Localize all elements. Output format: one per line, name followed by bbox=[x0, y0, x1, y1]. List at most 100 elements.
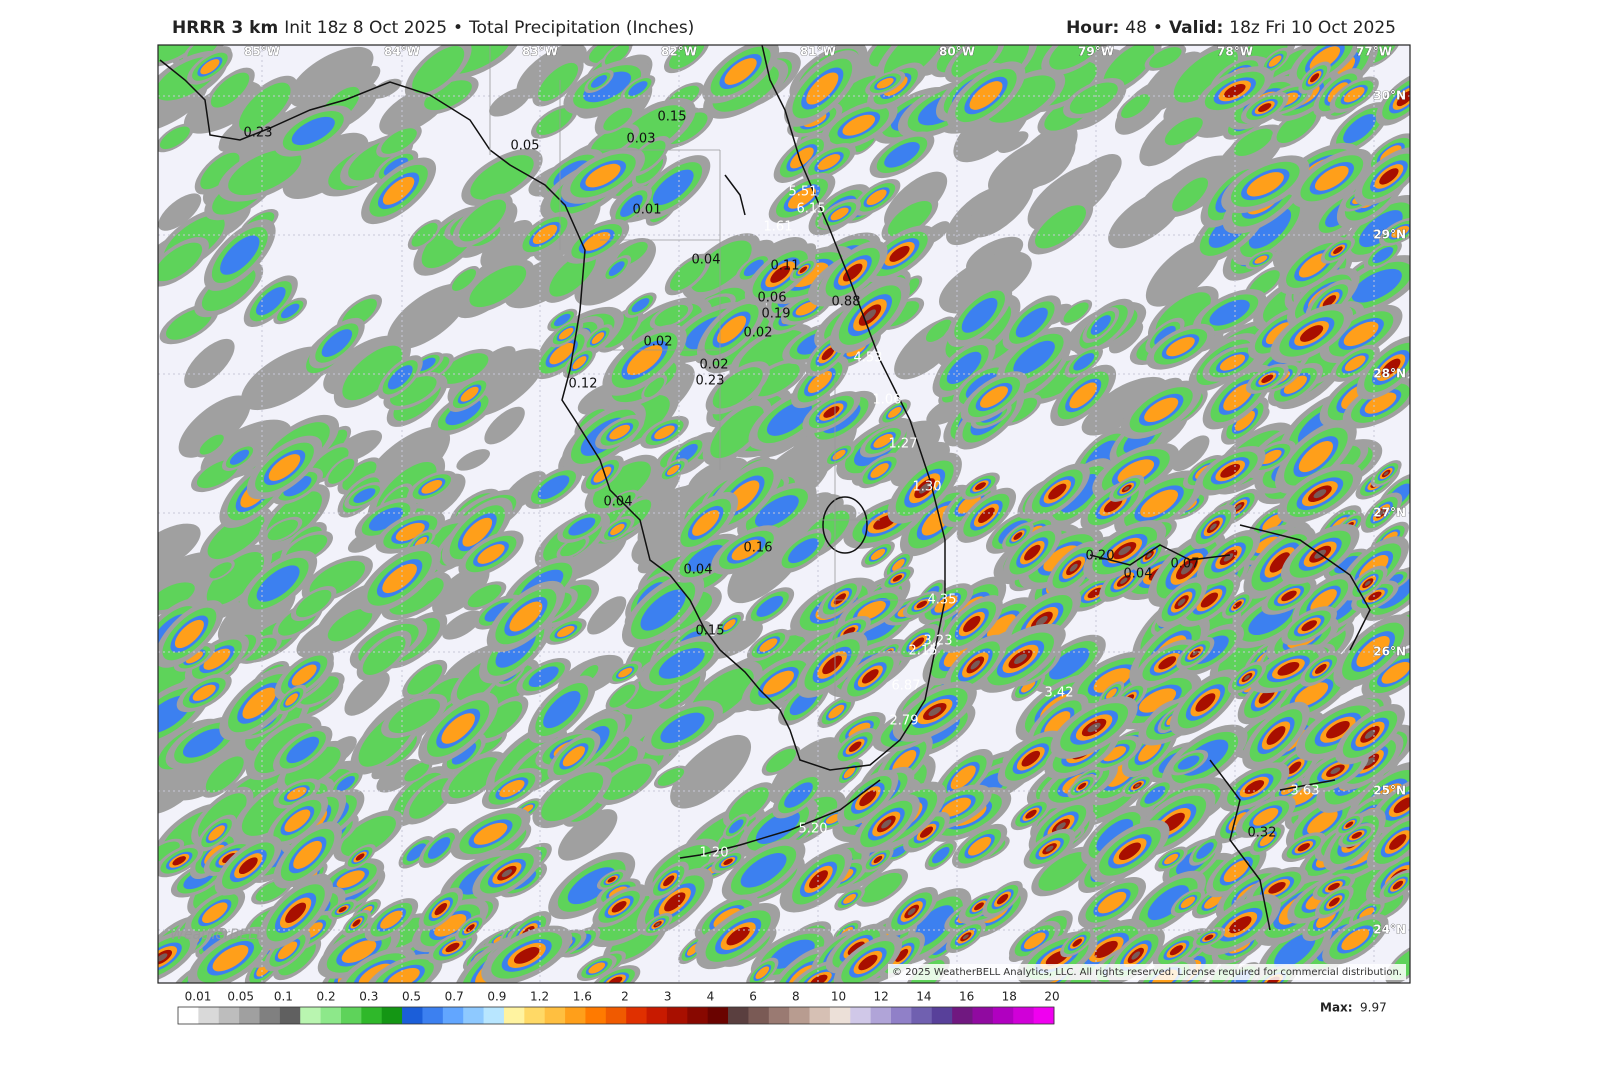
precip-cell bbox=[1173, 48, 1238, 103]
point-value: 0.02 bbox=[644, 335, 673, 350]
legend-swatch bbox=[850, 1007, 872, 1024]
legend-swatch bbox=[259, 1007, 281, 1024]
precip-cell bbox=[228, 149, 302, 196]
legend-swatch bbox=[1033, 1007, 1055, 1024]
precip-cell bbox=[432, 565, 490, 616]
point-value: 0.04 bbox=[684, 563, 713, 578]
longitude-label: 82°W bbox=[661, 45, 697, 59]
precip-cell bbox=[341, 815, 396, 857]
precip-cell bbox=[291, 116, 335, 146]
precip-cell bbox=[387, 283, 469, 350]
legend-swatch bbox=[463, 1007, 484, 1024]
legend-swatch bbox=[707, 1007, 729, 1024]
legend-swatch bbox=[972, 1007, 994, 1024]
legend-level: 6 bbox=[749, 990, 757, 1004]
precip-cell bbox=[755, 495, 799, 528]
point-value: 3.63 bbox=[1291, 784, 1320, 799]
precip-cell bbox=[298, 676, 339, 705]
precip-cell bbox=[769, 939, 815, 969]
precip-cell bbox=[406, 843, 427, 862]
precip-cell bbox=[785, 492, 834, 532]
precip-cell bbox=[255, 287, 286, 316]
legend-swatch bbox=[646, 1007, 668, 1024]
precip-cell bbox=[568, 517, 596, 536]
header-left: HRRR 3 km Init 18z 8 Oct 2025 • Total Preci… bbox=[172, 18, 694, 38]
legend-level: 10 bbox=[831, 990, 846, 1004]
precip-cell bbox=[968, 176, 1034, 238]
precip-cell bbox=[604, 45, 629, 66]
point-value: 0.06 bbox=[758, 291, 787, 306]
legend-level: 14 bbox=[916, 990, 931, 1004]
precip-cell bbox=[592, 461, 651, 509]
precip-cell bbox=[440, 353, 489, 384]
precip-cell bbox=[404, 762, 430, 782]
point-value: 0.07 bbox=[1171, 557, 1200, 572]
precip-cell bbox=[1069, 82, 1118, 114]
precip-cell bbox=[479, 701, 523, 739]
precip-cell bbox=[412, 46, 465, 94]
longitude-label: 79°W bbox=[1078, 45, 1114, 59]
model: HRRR 3 km bbox=[172, 18, 278, 38]
precip-cell bbox=[342, 461, 377, 491]
legend-swatch bbox=[565, 1007, 586, 1024]
precip-cell bbox=[1196, 842, 1214, 859]
legend-swatch bbox=[320, 1007, 342, 1024]
legend-level: 0.05 bbox=[227, 990, 254, 1004]
precip-cell bbox=[178, 395, 251, 458]
point-value: 5.20 bbox=[799, 822, 828, 837]
precipitation-field bbox=[158, 45, 1410, 983]
precip-cell bbox=[690, 240, 752, 293]
precip-cell bbox=[451, 742, 477, 765]
precip-cell bbox=[537, 475, 570, 500]
legend-level: 3 bbox=[664, 990, 672, 1004]
legend-swatch bbox=[768, 1007, 790, 1024]
legend-swatch bbox=[687, 1007, 709, 1024]
precip-cell bbox=[637, 545, 675, 574]
precip-cell bbox=[489, 87, 531, 117]
legend-level: 18 bbox=[1002, 990, 1017, 1004]
precip-cell bbox=[612, 492, 636, 508]
hour: 48 bbox=[1125, 18, 1147, 38]
precip-cell bbox=[321, 329, 353, 357]
precip-cell bbox=[652, 169, 694, 206]
precip-cell bbox=[342, 345, 403, 401]
precip-cell bbox=[362, 636, 406, 675]
legend-swatch bbox=[239, 1007, 260, 1024]
legend-swatch bbox=[870, 1007, 892, 1024]
precip-cell bbox=[644, 377, 665, 398]
precip-cell bbox=[670, 734, 752, 809]
valid: 18z Fri 10 Oct 2025 bbox=[1229, 18, 1396, 38]
precip-cell bbox=[467, 584, 502, 608]
point-value: 0.20 bbox=[1086, 549, 1115, 564]
point-value: 1.20 bbox=[700, 846, 729, 861]
legend-level: 0.1 bbox=[274, 990, 293, 1004]
precip-cell bbox=[657, 768, 685, 786]
separator: • bbox=[1153, 18, 1163, 38]
legend-level: 4 bbox=[707, 990, 715, 1004]
legend-swatch bbox=[483, 1007, 505, 1024]
legend-swatch bbox=[1013, 1007, 1035, 1024]
point-value: 2.79 bbox=[890, 714, 919, 729]
precip-cell bbox=[1149, 47, 1182, 68]
legend-swatch bbox=[728, 1007, 749, 1024]
legend-level: 12 bbox=[874, 990, 889, 1004]
precip-cell bbox=[589, 45, 629, 63]
precip-cell bbox=[669, 45, 705, 70]
precip-cell bbox=[946, 351, 982, 385]
legend-swatch bbox=[666, 1007, 688, 1024]
point-value: 0.02 bbox=[744, 326, 773, 341]
legend-level: 1.6 bbox=[573, 990, 592, 1004]
latitude-label: 30°N bbox=[1373, 89, 1406, 103]
logo: WeatherBELL bbox=[170, 927, 264, 943]
precip-cell bbox=[541, 772, 604, 822]
precip-cell bbox=[1103, 45, 1155, 89]
precip-cell bbox=[1164, 117, 1203, 146]
precip-cell bbox=[583, 71, 632, 103]
precip-cell bbox=[458, 199, 507, 242]
precip-cell bbox=[890, 441, 950, 487]
legend-level: 2 bbox=[621, 990, 629, 1004]
point-value: 0.16 bbox=[744, 541, 773, 556]
precip-cell bbox=[448, 757, 500, 799]
legend-level: 1.2 bbox=[530, 990, 549, 1004]
